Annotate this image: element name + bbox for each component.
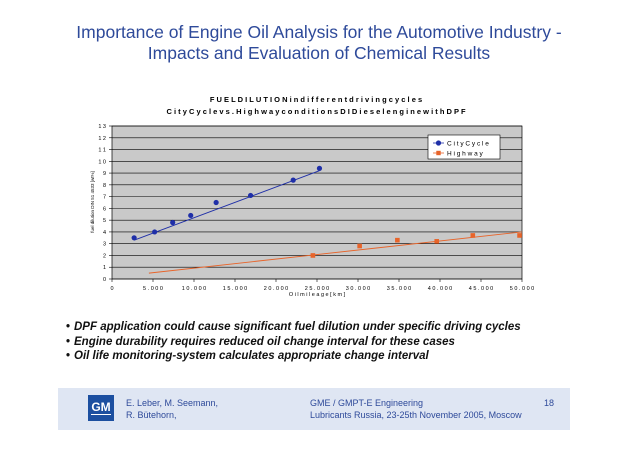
- slide-title-line-1: Importance of Engine Oil Analysis for th…: [76, 22, 562, 42]
- highway-point: [357, 243, 362, 249]
- gm-logo: GM: [88, 395, 114, 421]
- bullet-item: Oil life monitoring-system calculates ap…: [66, 349, 521, 364]
- y-tick-label: 2: [103, 253, 106, 259]
- footer-authors-line-1: E. Leber, M. Seemann,: [126, 398, 219, 408]
- y-tick-label: 0: [103, 277, 106, 283]
- footer-org-line-2: Lubricants Russia, 23-25th November 2005…: [310, 410, 522, 420]
- x-tick-label: 4 5 . 0 0 0: [469, 286, 493, 292]
- highway-trendline: [148, 231, 523, 274]
- city-cycle-point: [213, 199, 219, 206]
- city-cycle-point: [316, 165, 323, 171]
- y-tick-label: 7: [103, 195, 106, 201]
- y-tick-label: 1 0: [98, 159, 106, 165]
- y-tick-label: 1 2: [98, 136, 106, 142]
- city-cycle-trendline: [133, 170, 320, 241]
- footer-bar: GM E. Leber, M. Seemann, R. Bütehorn, GM…: [58, 388, 570, 430]
- x-tick-label: 3 5 . 0 0 0: [387, 286, 411, 292]
- slide-title-line-2: Impacts and Evaluation of Chemical Resul…: [147, 43, 491, 63]
- legend-city-marker: [435, 140, 442, 146]
- chart-title: F U E L D I L U T I O N i n d i f f e r …: [210, 95, 422, 104]
- x-tick-label: 1 5 . 0 0 0: [223, 286, 247, 292]
- x-tick-label: 0: [110, 286, 113, 292]
- city-cycle-point: [247, 192, 254, 199]
- plot-border: [111, 125, 523, 280]
- bullet-list: DPF application could cause significant …: [66, 320, 521, 364]
- legend-city-label: C i t y C y c l e: [447, 141, 489, 148]
- x-tick-label: 2 5 . 0 0 0: [305, 286, 329, 292]
- y-tick-label: 3: [103, 242, 106, 248]
- highway-point: [470, 233, 476, 238]
- bullet-item: DPF application could cause significant …: [66, 320, 521, 335]
- x-tick-label: 2 0 . 0 0 0: [264, 286, 288, 292]
- city-cycle-point: [170, 219, 176, 226]
- x-axis-label: O i l m i l e a g e [ k m ]: [289, 292, 346, 298]
- bullet-item: Engine durability requires reduced oil c…: [66, 335, 521, 350]
- y-tick-label: 1 3: [98, 124, 106, 130]
- chart-legend: C i t y C y c l e H i g h w a y: [427, 134, 501, 160]
- y-axis-label: fuel dilution DIN 51 4533 [wt%]: [90, 171, 95, 233]
- x-tick-label: 4 0 . 0 0 0: [428, 286, 452, 292]
- footer-authors-line-2: R. Bütehorn,: [126, 410, 177, 420]
- y-tick-label: 9: [103, 171, 106, 177]
- city-cycle-point: [131, 235, 137, 241]
- city-cycle-point: [188, 212, 194, 219]
- footer-page-number: 18: [544, 398, 555, 408]
- legend-highway-marker: [436, 150, 441, 156]
- x-tick-label: 3 0 . 0 0 0: [346, 286, 370, 292]
- y-tick-label: 8: [103, 183, 106, 189]
- highway-point: [395, 237, 400, 243]
- highway-point: [310, 253, 316, 258]
- y-tick-label: 5: [103, 218, 106, 224]
- y-tick-label: 4: [103, 230, 106, 236]
- y-tick-label: 1 1: [98, 148, 106, 154]
- highway-point: [434, 239, 440, 244]
- y-tick-label: 6: [103, 206, 106, 212]
- highway-point: [517, 233, 522, 238]
- city-cycle-point: [290, 177, 296, 183]
- slide-title: Importance of Engine Oil Analysis for th…: [20, 22, 618, 64]
- chart-subtitle: C i t y C y c l e v s . H i g h w a y c …: [166, 107, 466, 116]
- y-tick-label: 1: [103, 265, 106, 271]
- x-tick-label: 1 0 . 0 0 0: [182, 286, 206, 292]
- city-cycle-point: [152, 229, 158, 235]
- legend-highway-label: H i g h w a y: [447, 151, 484, 158]
- x-tick-label: 5 . 0 0 0: [143, 286, 163, 292]
- x-tick-label: 5 0 . 0 0 0: [510, 286, 534, 292]
- footer-org-line-1: GME / GMPT-E Engineering: [310, 398, 424, 408]
